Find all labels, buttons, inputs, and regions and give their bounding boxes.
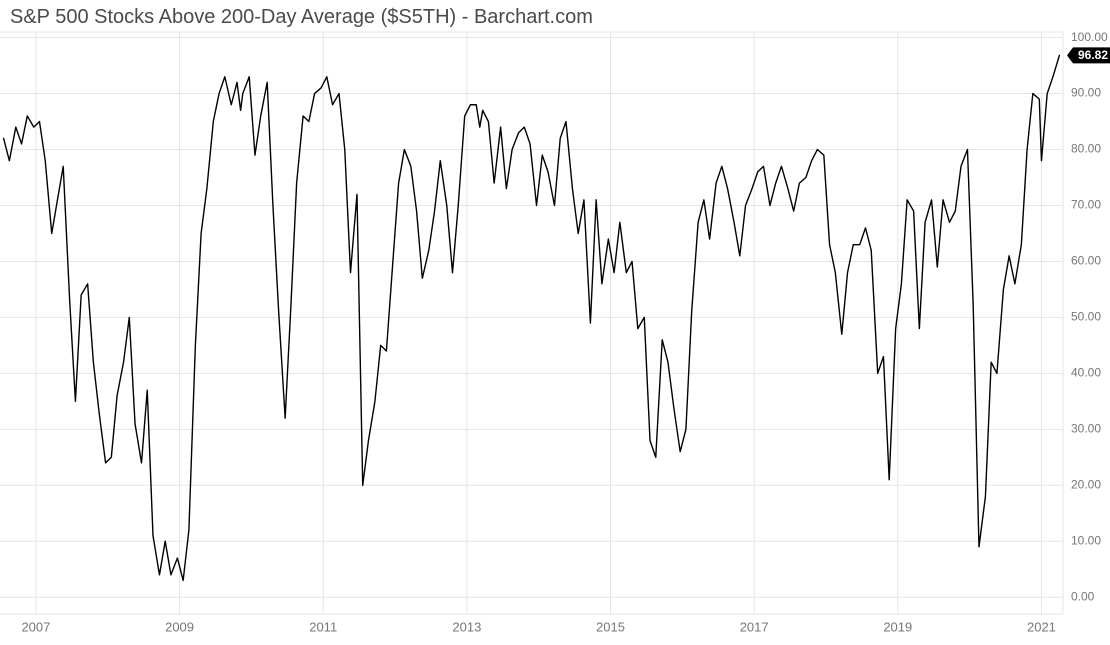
x-tick-label: 2021 — [1027, 620, 1056, 635]
y-tick-label: 100.00 — [1071, 30, 1108, 44]
y-tick-label: 0.00 — [1071, 589, 1095, 603]
y-tick-label: 80.00 — [1071, 142, 1101, 156]
chart-container: S&P 500 Stocks Above 200-Day Average ($S… — [0, 0, 1110, 645]
price-series-line — [4, 55, 1060, 580]
x-tick-label: 2013 — [452, 620, 481, 635]
x-tick-label: 2017 — [740, 620, 769, 635]
chart-svg: 0.00 10.00 20.00 30.00 40.00 50.00 60.00 70.00 8… — [0, 0, 1110, 645]
y-tick-label: 10.00 — [1071, 533, 1101, 547]
last-value-badge-text: 96.82 — [1078, 48, 1108, 62]
y-tick-label: 20.00 — [1071, 477, 1101, 491]
y-tick-label: 50.00 — [1071, 310, 1101, 324]
y-tick-label: 90.00 — [1071, 86, 1101, 100]
chart-title: S&P 500 Stocks Above 200-Day Average ($S… — [10, 6, 593, 29]
x-tick-label: 2015 — [596, 620, 625, 635]
x-tick-label: 2007 — [21, 620, 50, 635]
y-tick-label: 40.00 — [1071, 366, 1101, 380]
y-tick-label: 30.00 — [1071, 421, 1101, 435]
y-tick-label: 70.00 — [1071, 198, 1101, 212]
x-tick-label: 2009 — [165, 620, 194, 635]
y-tick-label: 60.00 — [1071, 254, 1101, 268]
x-tick-label: 2019 — [883, 620, 912, 635]
x-tick-label: 2011 — [309, 620, 337, 635]
